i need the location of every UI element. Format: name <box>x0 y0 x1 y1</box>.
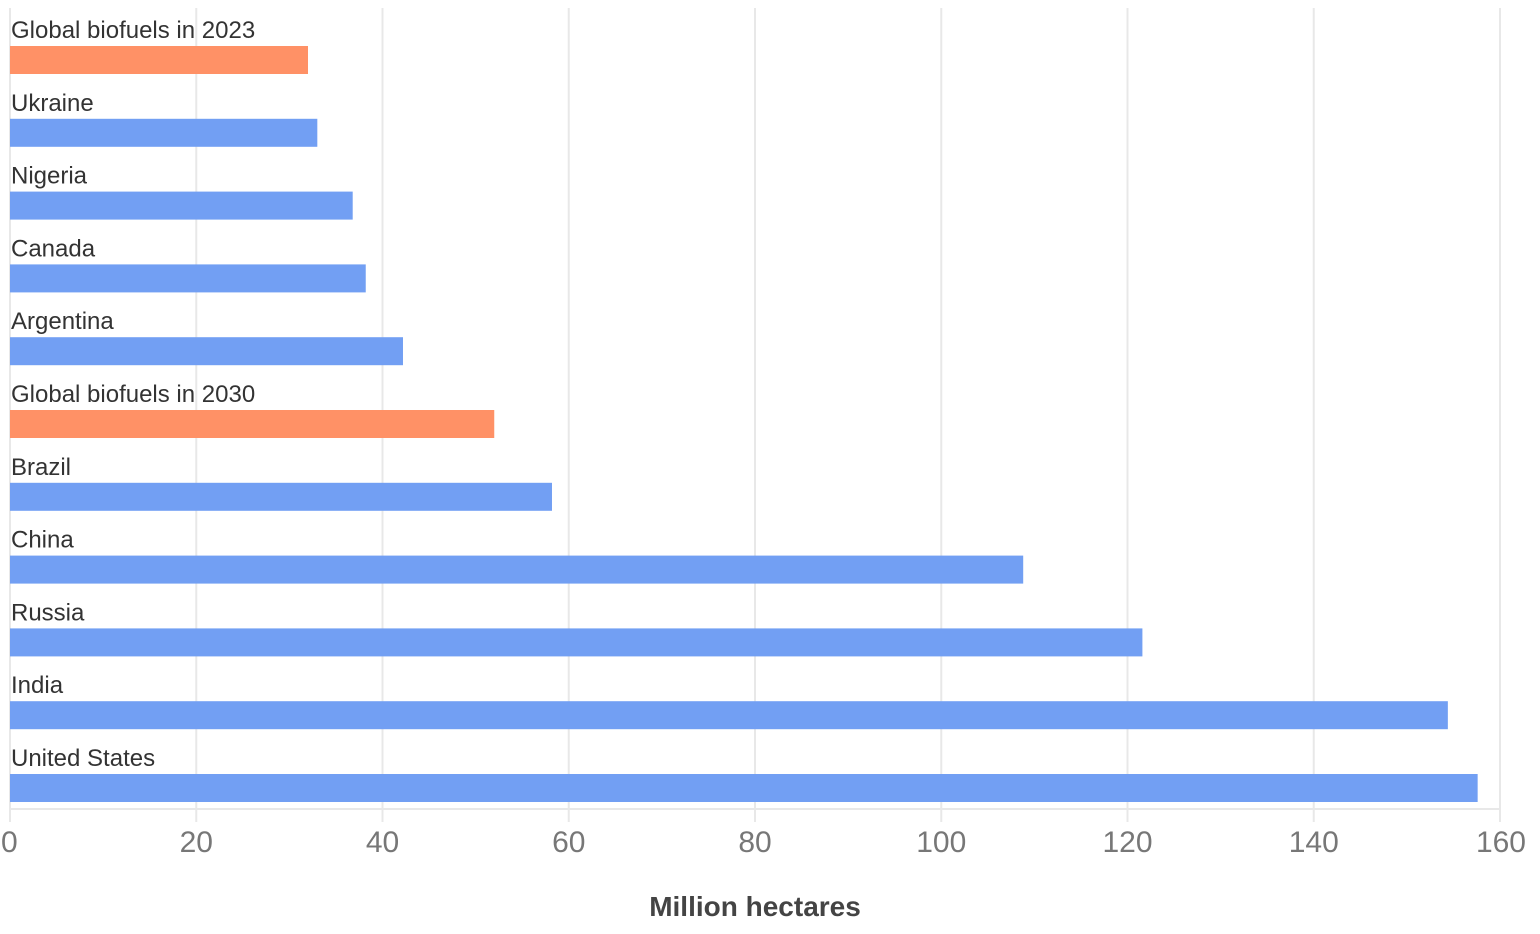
bar-canada <box>10 264 366 293</box>
category-label: Brazil <box>11 454 71 481</box>
category-label: India <box>11 672 64 699</box>
category-label: United States <box>11 745 155 772</box>
bar-argentina <box>10 337 403 366</box>
x-tick-label: 20 <box>180 826 213 859</box>
x-tick-label: 0 <box>1 826 18 859</box>
bar-ukraine <box>10 118 318 147</box>
x-tick-label: 40 <box>366 826 399 859</box>
category-label: China <box>11 527 74 554</box>
x-tick-label: 120 <box>1102 826 1152 859</box>
x-tick-label: 60 <box>552 826 585 859</box>
bar-india <box>10 701 1448 730</box>
bar-global-biofuels-in-2023 <box>10 46 308 74</box>
category-label: Russia <box>11 599 85 626</box>
x-axis-title: Million hectares <box>649 891 861 922</box>
bar-global-biofuels-in-2030 <box>10 410 495 438</box>
category-label: Global biofuels in 2023 <box>11 17 255 44</box>
category-label: Global biofuels in 2030 <box>11 381 255 408</box>
x-tick-label: 160 <box>1476 826 1526 859</box>
bar-china <box>10 555 1024 584</box>
category-label: Canada <box>11 235 96 262</box>
bar-united-states <box>10 774 1478 802</box>
bar-brazil <box>10 482 552 511</box>
bar-nigeria <box>10 191 353 220</box>
x-tick-label: 100 <box>916 826 966 859</box>
x-tick-label: 140 <box>1289 826 1339 859</box>
x-tick-label: 80 <box>738 826 771 859</box>
category-label: Nigeria <box>11 163 88 190</box>
bar-russia <box>10 628 1143 657</box>
category-label: Argentina <box>11 308 114 335</box>
category-label: Ukraine <box>11 90 94 117</box>
